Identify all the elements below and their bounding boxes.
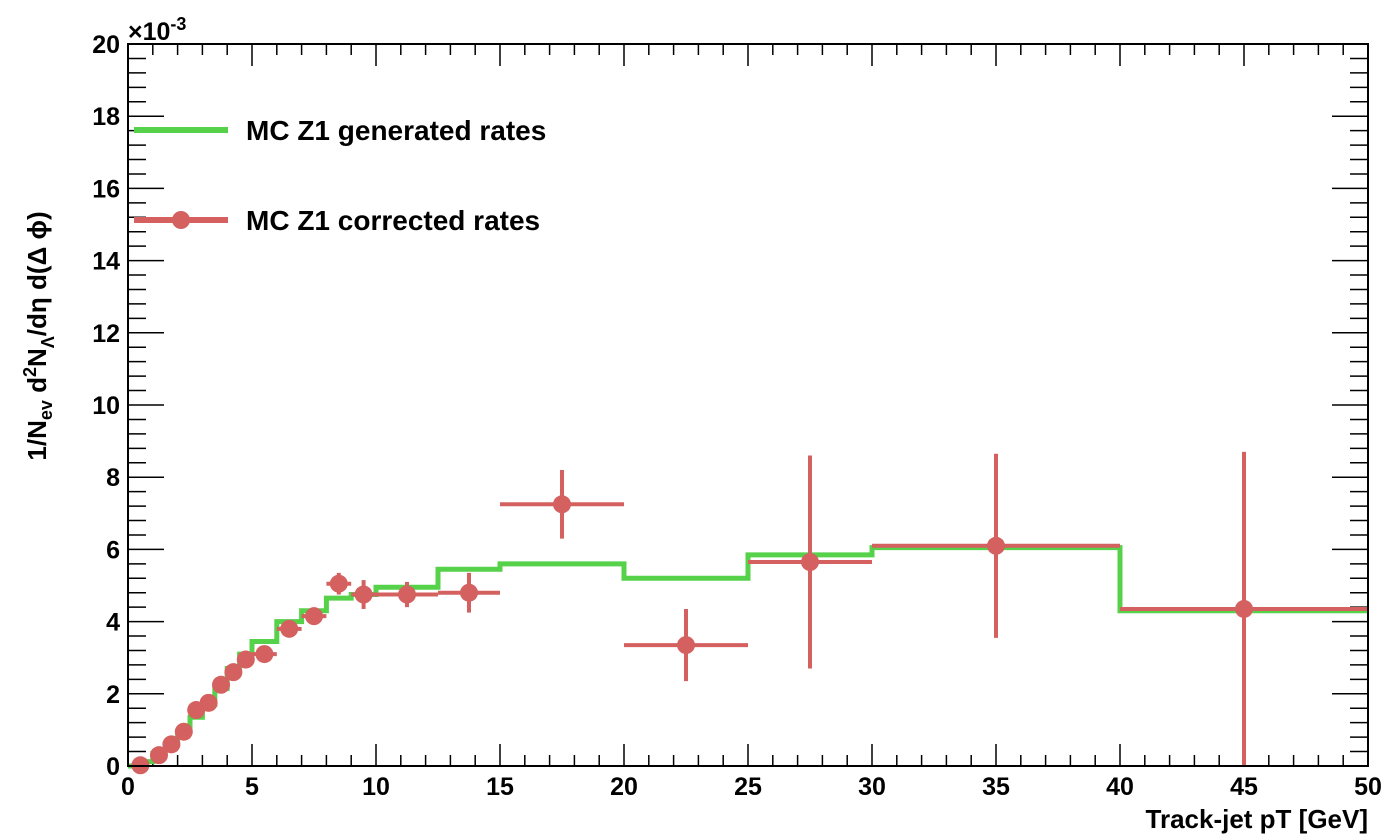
point-marker (398, 585, 416, 604)
point-marker (553, 495, 571, 514)
point-marker (212, 675, 230, 694)
y-scale-exponent: -3 (170, 14, 186, 34)
x-tick-label: 15 (486, 773, 514, 801)
legend-corrected-label: MC Z1 corrected rates (246, 205, 540, 236)
corrected-rate-point (224, 663, 243, 682)
x-tick-label: 45 (1230, 773, 1258, 801)
corrected-rate-point (500, 469, 624, 539)
y-tick-label: 2 (106, 681, 120, 709)
y-tick-label: 16 (92, 175, 120, 203)
generated-rates-line (128, 545, 1368, 769)
corrected-rate-point (174, 722, 193, 741)
point-marker (987, 536, 1005, 555)
generated-rates-histogram (128, 545, 1368, 769)
x-tick-label: 40 (1106, 773, 1134, 801)
y-axis-title-sup: 2 (20, 367, 40, 377)
y-tick-labels: 0 2 4 6 8 10 12 14 16 18 20 (92, 31, 120, 781)
x-tick-label: 0 (121, 773, 135, 801)
y-scale-multiplier: ×10-3 (128, 14, 186, 46)
point-marker (677, 636, 695, 655)
corrected-rate-point (162, 735, 181, 754)
corrected-rate-point (376, 581, 438, 608)
y-axis-title-sub: ev (36, 400, 56, 420)
y-tick-label: 4 (106, 609, 120, 637)
ticks-layer (127, 43, 1369, 767)
point-marker (354, 585, 373, 604)
corrected-rate-point (326, 572, 352, 595)
x-tick-label: 10 (362, 773, 390, 801)
point-marker (801, 553, 819, 572)
x-tick-label: 30 (858, 773, 886, 801)
y-scale-prefix: ×10 (128, 18, 170, 46)
point-marker (1235, 599, 1253, 618)
y-axis-title-sub: Λ (38, 336, 58, 348)
point-marker (460, 583, 478, 602)
point-marker (224, 663, 243, 682)
point-marker (174, 722, 193, 741)
corrected-rate-point (236, 650, 255, 669)
point-marker (150, 746, 168, 765)
corrected-rates-points (131, 451, 1368, 775)
point-marker (280, 619, 299, 638)
y-axis-title-part: /dη d(Δ ϕ) (22, 211, 52, 336)
y-axis-title-part: d (22, 377, 52, 400)
corrected-rate-point (150, 746, 168, 765)
point-marker (199, 693, 218, 712)
corrected-rate-point (252, 645, 277, 664)
corrected-rate-point (199, 693, 218, 712)
legend-corrected-marker (172, 211, 190, 229)
point-marker (255, 645, 274, 664)
x-axis-title: Track-jet pT [GeV] (1146, 804, 1369, 834)
x-tick-labels: 0 5 10 15 20 25 30 35 40 45 50 (121, 773, 1382, 801)
y-tick-label: 12 (92, 320, 120, 348)
corrected-rate-point (351, 580, 376, 609)
corrected-rate-point (212, 675, 230, 694)
corrected-rate-point (301, 607, 327, 626)
point-marker (329, 574, 348, 593)
x-tick-label: 25 (734, 773, 762, 801)
y-tick-label: 6 (106, 536, 120, 564)
x-tick-label: 50 (1354, 773, 1382, 801)
y-axis-title-part: N (22, 348, 52, 367)
point-marker (305, 607, 323, 626)
y-tick-label: 10 (92, 392, 120, 420)
y-axis-title-part: 1/N (22, 420, 52, 460)
x-tick-label: 5 (245, 773, 259, 801)
y-tick-label: 20 (92, 31, 120, 59)
corrected-rate-point (276, 619, 302, 638)
corrected-rate-point (1120, 451, 1368, 766)
y-tick-label: 18 (92, 103, 120, 131)
corrected-rate-point (872, 453, 1120, 638)
point-marker (236, 650, 255, 669)
y-tick-label: 8 (106, 464, 120, 492)
plot-frame (127, 43, 1369, 767)
corrected-rate-point (624, 608, 748, 682)
corrected-rate-point (438, 572, 500, 613)
x-tick-label: 35 (982, 773, 1010, 801)
x-tick-label: 20 (610, 773, 638, 801)
legend: MC Z1 generated rates MC Z1 corrected ra… (134, 115, 546, 236)
corrected-rate-point (748, 455, 872, 669)
y-tick-label: 14 (92, 248, 120, 276)
legend-generated-label: MC Z1 generated rates (246, 115, 546, 146)
y-axis-title: 1/Nev d2NΛ/dη d(Δ ϕ) (20, 211, 58, 460)
point-marker (162, 735, 181, 754)
y-tick-label: 0 (106, 753, 120, 781)
